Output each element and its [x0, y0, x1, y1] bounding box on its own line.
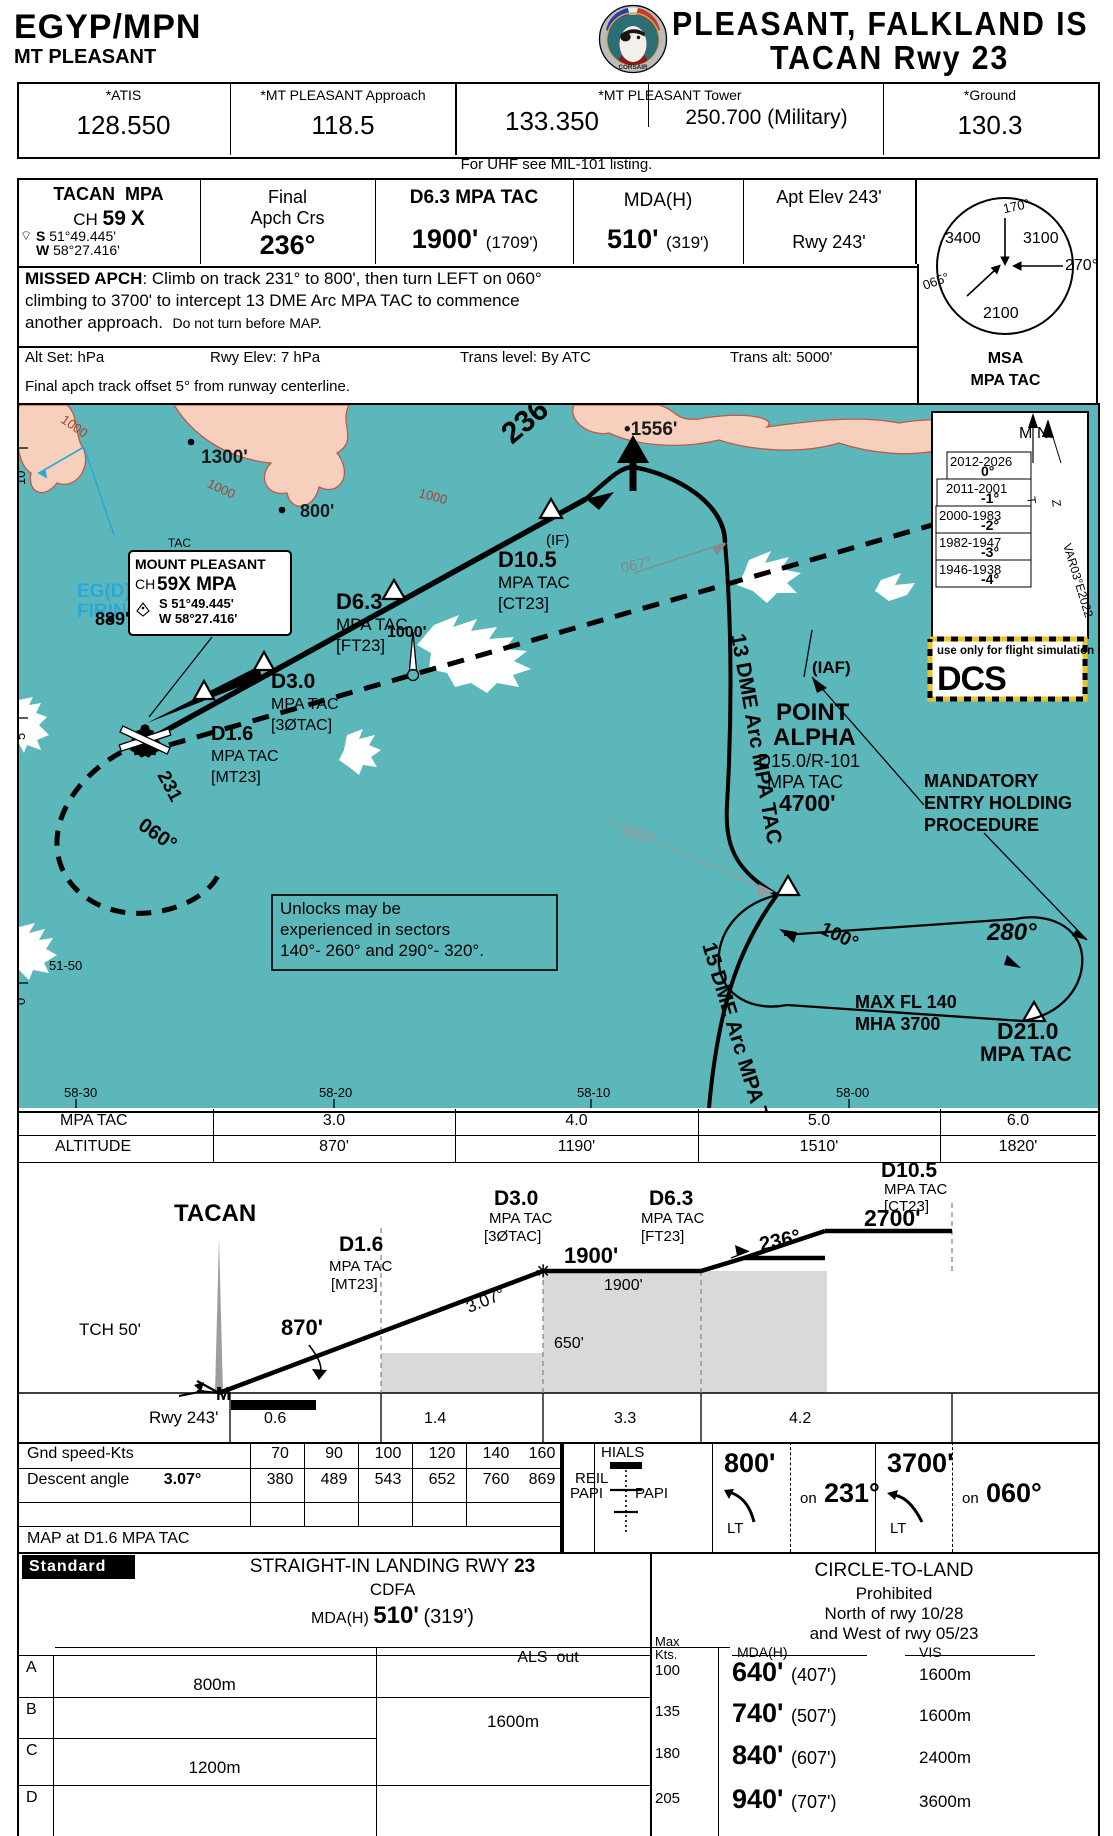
- svg-text:(IAF): (IAF): [812, 658, 851, 677]
- svg-text:D3.0: D3.0: [494, 1187, 538, 1210]
- svg-text:800': 800': [300, 501, 334, 521]
- svg-text:ENTRY HOLDING: ENTRY HOLDING: [924, 793, 1072, 813]
- svg-text:58-30: 58-30: [64, 1085, 97, 1100]
- svg-text:170°: 170°: [1002, 196, 1031, 216]
- svg-text:-3°: -3°: [981, 544, 999, 560]
- svg-text:[3ØTAC]: [3ØTAC]: [271, 717, 332, 734]
- svg-text:3100: 3100: [1023, 230, 1059, 247]
- svg-text:W 58°27.416': W 58°27.416': [159, 611, 237, 626]
- svg-text:0: 0: [19, 998, 28, 1005]
- svg-text:[CT23]: [CT23]: [884, 1198, 929, 1215]
- svg-text:870': 870': [281, 1315, 323, 1340]
- svg-text:4.2: 4.2: [789, 1410, 811, 1427]
- svg-text:MOUNT PLEASANT: MOUNT PLEASANT: [135, 556, 266, 572]
- svg-text:5: 5: [19, 733, 28, 740]
- svg-text:D15.0/R-101: D15.0/R-101: [758, 751, 860, 771]
- svg-text:CH: CH: [135, 576, 155, 592]
- svg-text:-2°: -2°: [981, 517, 999, 533]
- svg-text:1.4: 1.4: [424, 1410, 446, 1427]
- svg-text:065°: 065°: [921, 269, 951, 292]
- svg-text:MANDATORY: MANDATORY: [924, 771, 1039, 791]
- svg-text:CORSAIR: CORSAIR: [618, 64, 647, 71]
- svg-text:D3.0: D3.0: [271, 670, 315, 693]
- svg-text:D6.3: D6.3: [649, 1187, 693, 1210]
- svg-text:59X MPA: 59X MPA: [157, 574, 237, 595]
- svg-text:-1°: -1°: [981, 490, 999, 506]
- svg-text:270°: 270°: [1065, 257, 1096, 274]
- svg-text:2100: 2100: [983, 305, 1019, 322]
- svg-text:1900': 1900': [564, 1243, 618, 1268]
- svg-text:✳: ✳: [536, 1262, 550, 1281]
- svg-text:1000': 1000': [387, 624, 426, 641]
- svg-text:D6.3: D6.3: [336, 589, 382, 614]
- svg-text:[MT23]: [MT23]: [331, 1276, 378, 1293]
- svg-text:MPA TAC: MPA TAC: [498, 573, 570, 592]
- svg-text:MPA TAC: MPA TAC: [641, 1210, 705, 1227]
- svg-text:58-00: 58-00: [836, 1085, 869, 1100]
- svg-text:1300': 1300': [201, 447, 248, 468]
- svg-text:MPA TAC: MPA TAC: [211, 748, 279, 765]
- svg-text:58-20: 58-20: [319, 1085, 352, 1100]
- svg-text:TCH 50': TCH 50': [79, 1320, 141, 1339]
- svg-text:MPA TAC: MPA TAC: [489, 1210, 553, 1227]
- svg-text:51-50: 51-50: [49, 958, 82, 973]
- svg-text:[FT23]: [FT23]: [336, 636, 385, 655]
- svg-text:TAC: TAC: [168, 536, 191, 550]
- svg-text:1900': 1900': [604, 1277, 643, 1294]
- svg-text:MPA TAC: MPA TAC: [271, 696, 339, 713]
- svg-text:MAX FL 140: MAX FL 140: [855, 992, 957, 1012]
- svg-text:(IF): (IF): [546, 532, 569, 549]
- svg-text:0.6: 0.6: [264, 1410, 286, 1427]
- svg-text:MPA TAC: MPA TAC: [767, 772, 843, 792]
- svg-text:PROCEDURE: PROCEDURE: [924, 815, 1039, 835]
- svg-text:MPA TAC: MPA TAC: [980, 1043, 1072, 1066]
- svg-text:[MT23]: [MT23]: [211, 769, 261, 786]
- svg-text:experienced in sectors: experienced in sectors: [280, 920, 450, 939]
- svg-text:Rwy 243': Rwy 243': [149, 1408, 218, 1427]
- svg-text:280°: 280°: [986, 919, 1037, 946]
- svg-text:-4°: -4°: [981, 571, 999, 587]
- svg-text:3.3: 3.3: [614, 1410, 636, 1427]
- svg-text:4700': 4700': [779, 790, 836, 816]
- svg-text:D1.6: D1.6: [339, 1233, 383, 1256]
- svg-text:3400: 3400: [945, 230, 981, 247]
- svg-text:3.07°: 3.07°: [463, 1284, 507, 1317]
- svg-text:use only for flight simulation: use only for flight simulation: [937, 645, 1094, 657]
- svg-text:10: 10: [19, 471, 28, 485]
- svg-text:Unlocks may be: Unlocks may be: [280, 899, 401, 918]
- svg-text:[CT23]: [CT23]: [498, 594, 549, 613]
- svg-text:MHA 3700: MHA 3700: [855, 1014, 940, 1034]
- svg-text:0°: 0°: [981, 463, 994, 479]
- svg-text:D10.5: D10.5: [881, 1163, 937, 1182]
- svg-text:MPA TAC: MPA TAC: [329, 1258, 393, 1275]
- svg-text:[FT23]: [FT23]: [641, 1228, 684, 1245]
- svg-text:D21.0: D21.0: [997, 1018, 1058, 1044]
- svg-text:POINT: POINT: [776, 699, 850, 726]
- svg-text:ALPHA: ALPHA: [773, 724, 856, 751]
- svg-text:650': 650': [554, 1335, 584, 1352]
- svg-text:D10.5: D10.5: [498, 547, 557, 572]
- svg-text:140°- 260° and 290°- 320°.: 140°- 260° and 290°- 320°.: [280, 941, 484, 960]
- svg-text:MPA TAC: MPA TAC: [884, 1181, 948, 1198]
- svg-text:[3ØTAC]: [3ØTAC]: [484, 1228, 541, 1245]
- svg-text:S 51°49.445': S 51°49.445': [159, 596, 234, 611]
- svg-text:58-10: 58-10: [577, 1085, 610, 1100]
- svg-text:236°: 236°: [757, 1226, 802, 1256]
- svg-text:D1.6: D1.6: [211, 723, 253, 745]
- svg-text:DCS: DCS: [937, 660, 1006, 698]
- svg-text:TACAN: TACAN: [174, 1200, 256, 1227]
